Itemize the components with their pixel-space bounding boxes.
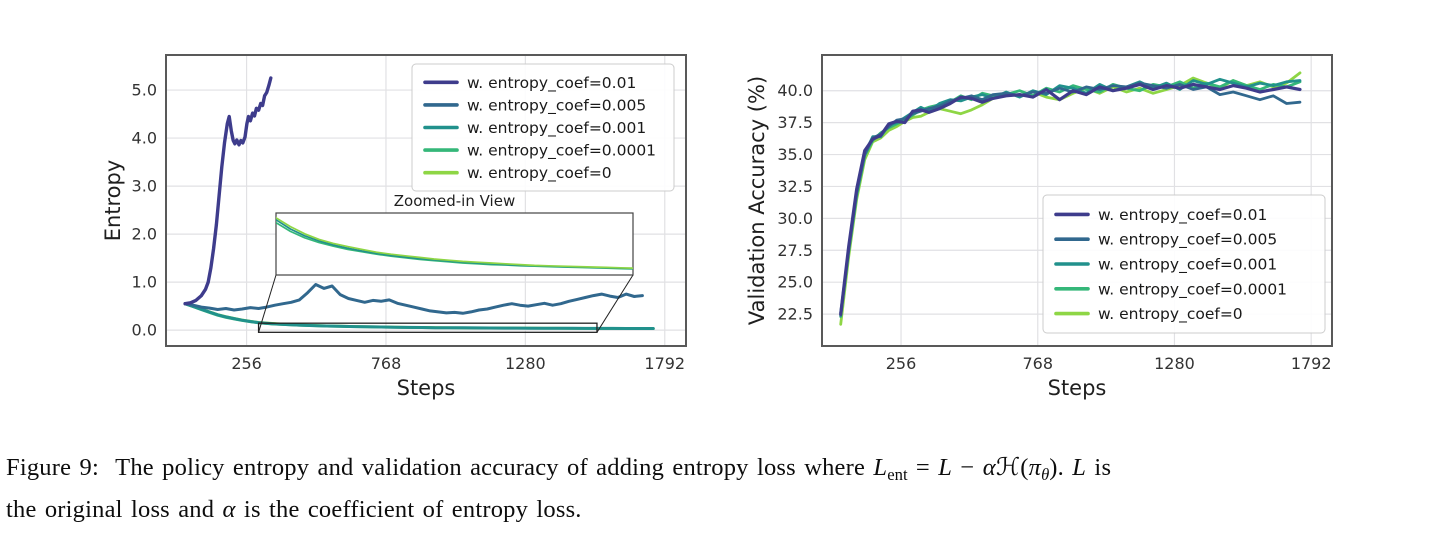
legend-label-0: w. entropy_coef=0.01 [1098, 206, 1267, 225]
zoom-indicator-rect [257, 322, 598, 333]
x-tick-label: 768 [371, 354, 402, 373]
y-tick-label: 1.0 [132, 273, 157, 292]
legend: w. entropy_coef=0.01 w. entropy_coef=0.00… [1042, 194, 1326, 334]
caption1-seg-3: = [907, 454, 939, 481]
caption1-seg-11: L [1063, 454, 1087, 481]
legend-label-3: w. entropy_coef=0.0001 [1098, 280, 1287, 299]
y-tick-label: 3.0 [132, 177, 157, 196]
y-tick-label: 0.0 [132, 321, 157, 340]
axes-frame [821, 54, 1333, 347]
y-tick-label: 32.5 [777, 177, 813, 196]
legend-label-3: w. entropy_coef=0.0001 [467, 142, 656, 161]
tick-labels: 256 768 1280 1792 22.5 25.0 27.5 30.0 32.5 35.0 37… [777, 81, 1331, 373]
tick-labels: 256 768 1280 1792 0.0 1.0 2.0 3.0 4.0 5.0 [132, 81, 686, 373]
series-line-0 [839, 82, 1302, 316]
x-axis-label: Steps [397, 376, 456, 400]
y-tick-label: 35.0 [777, 145, 813, 164]
x-tick-label: 1280 [505, 354, 546, 373]
caption2-seg-1: α [222, 496, 236, 523]
axes-frame [165, 54, 687, 347]
x-tick-label: 256 [231, 354, 262, 373]
caption1-seg-5: − [952, 454, 983, 481]
caption1-seg-10: ). [1049, 454, 1064, 481]
y-tick-label: 37.5 [777, 113, 813, 132]
x-axis-label: Steps [1048, 376, 1107, 400]
y-tick-label: 5.0 [132, 81, 157, 100]
zoom-connector-left [258, 274, 277, 333]
data-series-group [183, 76, 655, 330]
caption1-seg-7: ℋ( [995, 454, 1029, 481]
y-tick-label: 22.5 [777, 305, 813, 324]
y-tick-label: 4.0 [132, 129, 157, 148]
zoom-connector-right [596, 274, 634, 333]
entropy-chart: Zoomed-in View 256 768 1280 1792 0.0 1.0 2.0 3.0… [101, 54, 687, 400]
legend-label-2: w. entropy_coef=0.001 [1098, 256, 1277, 275]
legend: w. entropy_coef=0.01 w. entropy_coef=0.00… [411, 63, 675, 192]
data-series-group [839, 71, 1302, 326]
legend-label-4: w. entropy_coef=0 [467, 164, 612, 183]
caption2-seg-0: the original loss and [6, 496, 223, 523]
legend-label-1: w. entropy_coef=0.005 [1098, 231, 1277, 250]
series-line-2 [183, 302, 655, 330]
series-line-0 [183, 76, 273, 306]
caption1-seg-9: θ [1041, 465, 1050, 484]
figure-9-plots: Zoomed-in View 256 768 1280 1792 0.0 1.0 2.0 3.0… [101, 54, 1333, 400]
x-tick-label: 1792 [1291, 354, 1332, 373]
x-tick-label: 768 [1022, 354, 1053, 373]
legend-box [411, 63, 675, 192]
y-tick-label: 30.0 [777, 209, 813, 228]
validation-accuracy-chart: 256 768 1280 1792 22.5 25.0 27.5 30.0 32.5 35.0 37… [745, 54, 1333, 400]
inset-title: Zoomed-in View [394, 192, 515, 210]
y-tick-label: 25.0 [777, 273, 813, 292]
legend-label-2: w. entropy_coef=0.001 [467, 119, 646, 138]
caption1-seg-1: L [873, 454, 888, 481]
y-axis-label: Validation Accuracy (%) [745, 76, 769, 325]
caption1-seg-6: α [982, 454, 996, 481]
series-line-1 [183, 283, 644, 315]
legend-label-4: w. entropy_coef=0 [1098, 305, 1243, 324]
inset-series-group [276, 216, 633, 270]
caption1-seg-4: L [938, 454, 953, 481]
figure-caption: Figure 9: The policy entropy and validat… [6, 450, 1436, 527]
caption1-seg-12: is [1086, 454, 1112, 481]
caption2-seg-2: is the coefficient of entropy loss. [235, 496, 582, 523]
y-axis-label: Entropy [101, 160, 125, 242]
inset-series-line-4 [276, 216, 633, 269]
y-tick-label: 27.5 [777, 241, 813, 260]
legend-box [1042, 194, 1326, 334]
legend-label-1: w. entropy_coef=0.005 [467, 96, 646, 115]
caption1-seg-8: π [1028, 454, 1042, 481]
x-tick-label: 1280 [1154, 354, 1195, 373]
caption1-seg-0: Figure 9: The policy entropy and validat… [6, 454, 874, 481]
y-tick-label: 2.0 [132, 225, 157, 244]
caption-line-1: Figure 9: The policy entropy and validat… [6, 450, 1436, 492]
caption-line-2: the original loss and α is the coefficie… [6, 492, 1436, 527]
y-tick-label: 40.0 [777, 81, 813, 100]
x-tick-label: 1792 [644, 354, 685, 373]
caption1-seg-2: ent [887, 465, 908, 484]
legend-label-0: w. entropy_coef=0.01 [467, 74, 636, 93]
x-tick-label: 256 [886, 354, 917, 373]
